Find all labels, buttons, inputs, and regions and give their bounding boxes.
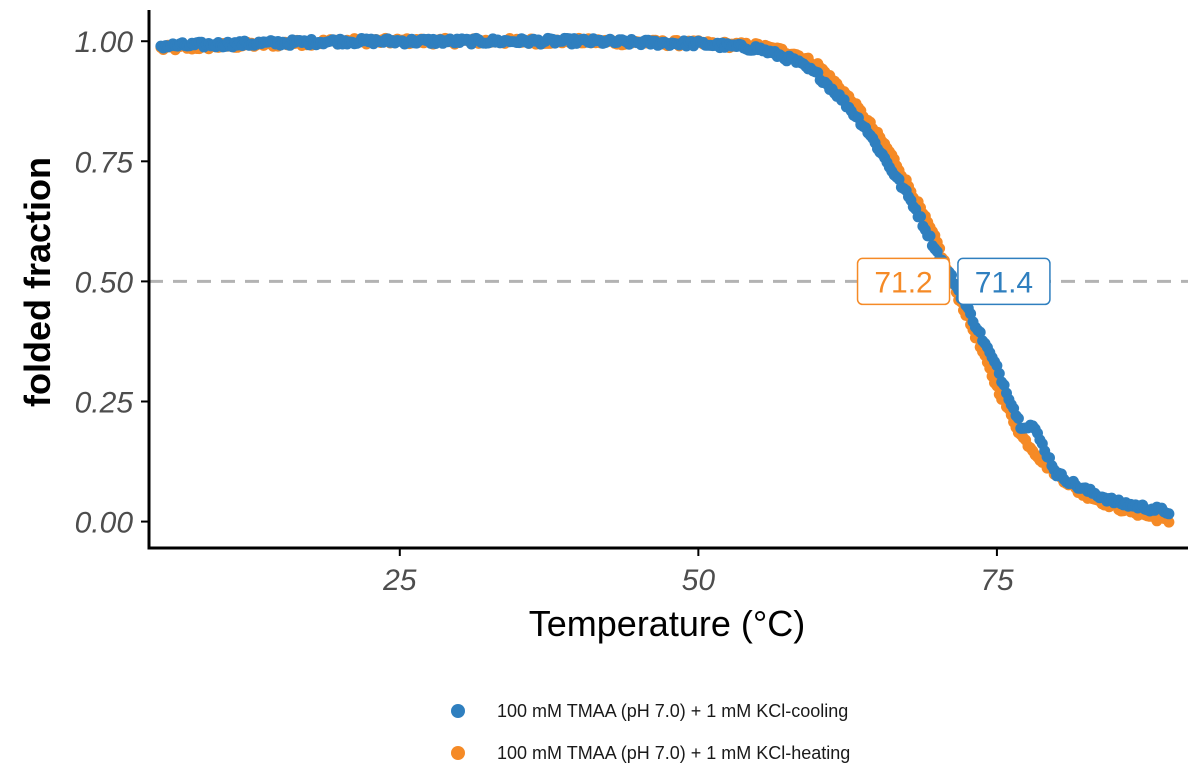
y-axis-title: folded fraction [17,157,58,407]
midpoint-label: 71.4 [957,257,1051,306]
midpoint-label: 71.2 [856,257,951,306]
data-point [993,368,1005,379]
data-point [915,211,926,223]
x-tick-label: 75 [980,564,1014,597]
x-tick-label: 50 [682,564,716,597]
annotations-layer: 71.2 71.4 [856,257,1051,306]
x-axis-title: Temperature (°C) [529,603,805,644]
y-tick-label: 0.25 [75,386,134,419]
data-point [1163,508,1175,520]
legend-label: 100 mM TMAA (pH 7.0) + 1 mM KCl-cooling [497,701,848,721]
legend-label: 100 mM TMAA (pH 7.0) + 1 mM KCl-heating [497,743,850,763]
midpoint-label-box [957,257,1051,306]
axes-layer: 0.00 0.25 0.50 0.75 1.00 25 50 75 [75,10,1188,597]
y-tick-label: 0.75 [75,146,134,179]
data-point [974,326,986,338]
midpoint-label-box [856,257,951,306]
y-tick-label: 1.00 [75,26,134,59]
midpoint-label-text: 71.4 [975,266,1033,299]
legend-key [451,704,465,718]
data-point [1163,516,1175,528]
legend: 100 mM TMAA (pH 7.0) + 1 mM KCl-cooling 1… [451,701,850,763]
data-points-layer [155,32,1175,528]
data-point [1012,412,1024,424]
midpoint-label-text: 71.2 [874,266,932,299]
data-point [924,230,936,242]
x-tick-label: 25 [382,564,417,597]
y-tick-label: 0.00 [75,507,134,540]
y-tick-label: 0.50 [75,266,134,299]
legend-key [451,746,465,760]
